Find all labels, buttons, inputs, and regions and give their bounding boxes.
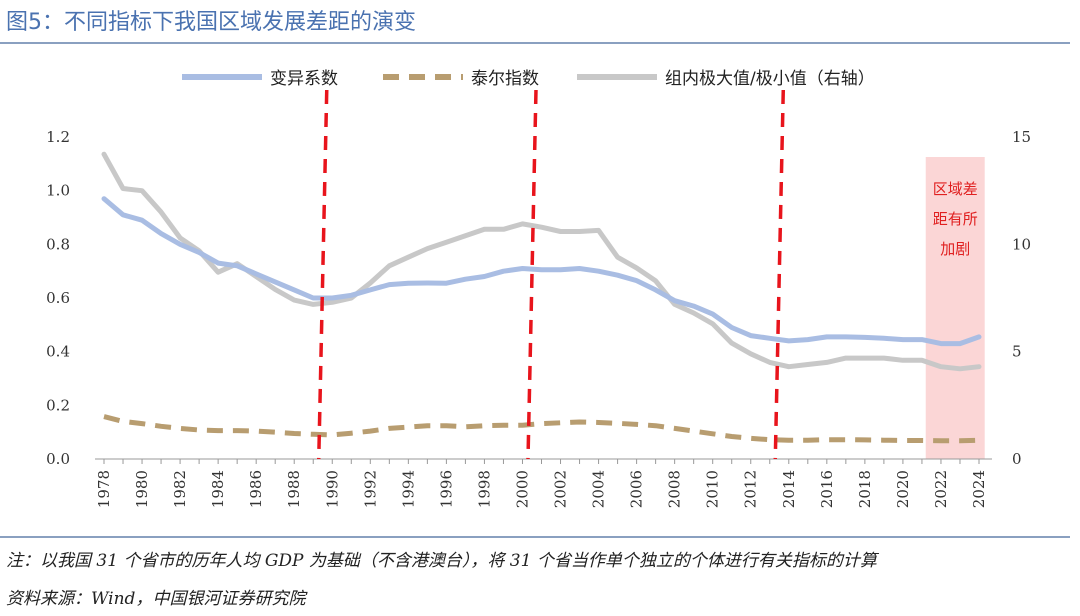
- chart-note: 注：以我国 31 个省市的历年人均 GDP 为基础（不含港澳台），将 31 个省…: [6, 551, 877, 571]
- x-tick-label: 2014: [780, 470, 798, 508]
- y-left-tick-label: 0.6: [46, 289, 70, 307]
- legend-label-theil: 泰尔指数: [471, 69, 539, 89]
- x-tick-label: 1988: [285, 470, 303, 508]
- y-left-tick-label: 0.4: [46, 343, 70, 361]
- x-tick-label: 2004: [590, 470, 608, 508]
- legend-theil: 泰尔指数: [383, 64, 539, 89]
- y-left-tick-label: 1.0: [46, 182, 70, 200]
- chart-source: 资料来源：Wind，中国银河证券研究院: [6, 589, 306, 609]
- legend-label-cv: 变异系数: [270, 69, 338, 89]
- legend-ratio: 组内极大值/极小值（右轴）: [577, 64, 875, 89]
- chart-legend: 变异系数 泰尔指数 组内极大值/极小值（右轴）: [0, 64, 1080, 94]
- x-tick-label: 1990: [323, 470, 341, 508]
- y-right-tick-label: 10: [1012, 235, 1031, 253]
- bottom-rule: [0, 536, 1070, 538]
- legend-swatch-ratio: [577, 73, 657, 80]
- x-tick-label: 1980: [133, 470, 151, 508]
- x-tick-label: 1994: [399, 470, 417, 508]
- x-tick-label: 2000: [513, 470, 531, 508]
- x-tick-label: 2010: [704, 470, 722, 508]
- x-tick-label: 1996: [437, 470, 455, 508]
- legend-swatch-theil: [383, 73, 463, 80]
- x-tick-label: 2024: [970, 470, 988, 508]
- figure-title: 图5：不同指标下我国区域发展差距的演变: [6, 10, 416, 35]
- vertical-marker-line: [526, 89, 538, 460]
- x-tick-label: 1998: [475, 470, 493, 508]
- y-left-tick-label: 1.2: [46, 128, 70, 146]
- x-tick-label: 2016: [818, 470, 836, 508]
- series-line-theil: [103, 414, 980, 444]
- top-rule: [0, 42, 1070, 44]
- y-left-tick-label: 0.2: [46, 396, 70, 414]
- y-right-tick-label: 15: [1012, 128, 1031, 146]
- x-tick-label: 2008: [666, 470, 684, 508]
- series-line-cv: [101, 196, 982, 347]
- x-tick-label: 1982: [171, 470, 189, 508]
- legend-cv: 变异系数: [182, 64, 338, 89]
- shaded-region-label: 加剧: [940, 240, 970, 258]
- x-tick-label: 2006: [628, 470, 646, 508]
- vertical-marker-line: [773, 89, 786, 460]
- y-left-tick-label: 0.8: [46, 235, 70, 253]
- x-tick-label: 1992: [361, 470, 379, 508]
- legend-label-ratio: 组内极大值/极小值（右轴）: [665, 69, 875, 89]
- x-tick-label: 2002: [552, 470, 570, 508]
- shaded-region-label: 距有所: [933, 210, 978, 228]
- x-tick-label: 1984: [209, 470, 227, 508]
- x-tick-label: 2022: [932, 470, 950, 508]
- x-tick-label: 2012: [742, 470, 760, 508]
- x-tick-label: 2018: [856, 470, 874, 508]
- vertical-marker-line: [317, 89, 329, 460]
- x-tick-label: 1986: [247, 470, 265, 508]
- shaded-region-label: 区域差: [933, 180, 978, 198]
- x-tick-label: 1978: [95, 470, 113, 508]
- shaded-region: [925, 157, 985, 459]
- x-tick-label: 2020: [894, 470, 912, 508]
- y-right-tick-label: 0: [1012, 450, 1022, 468]
- y-right-tick-label: 5: [1012, 343, 1022, 361]
- legend-swatch-cv: [182, 73, 262, 80]
- y-left-tick-label: 0.0: [46, 450, 70, 468]
